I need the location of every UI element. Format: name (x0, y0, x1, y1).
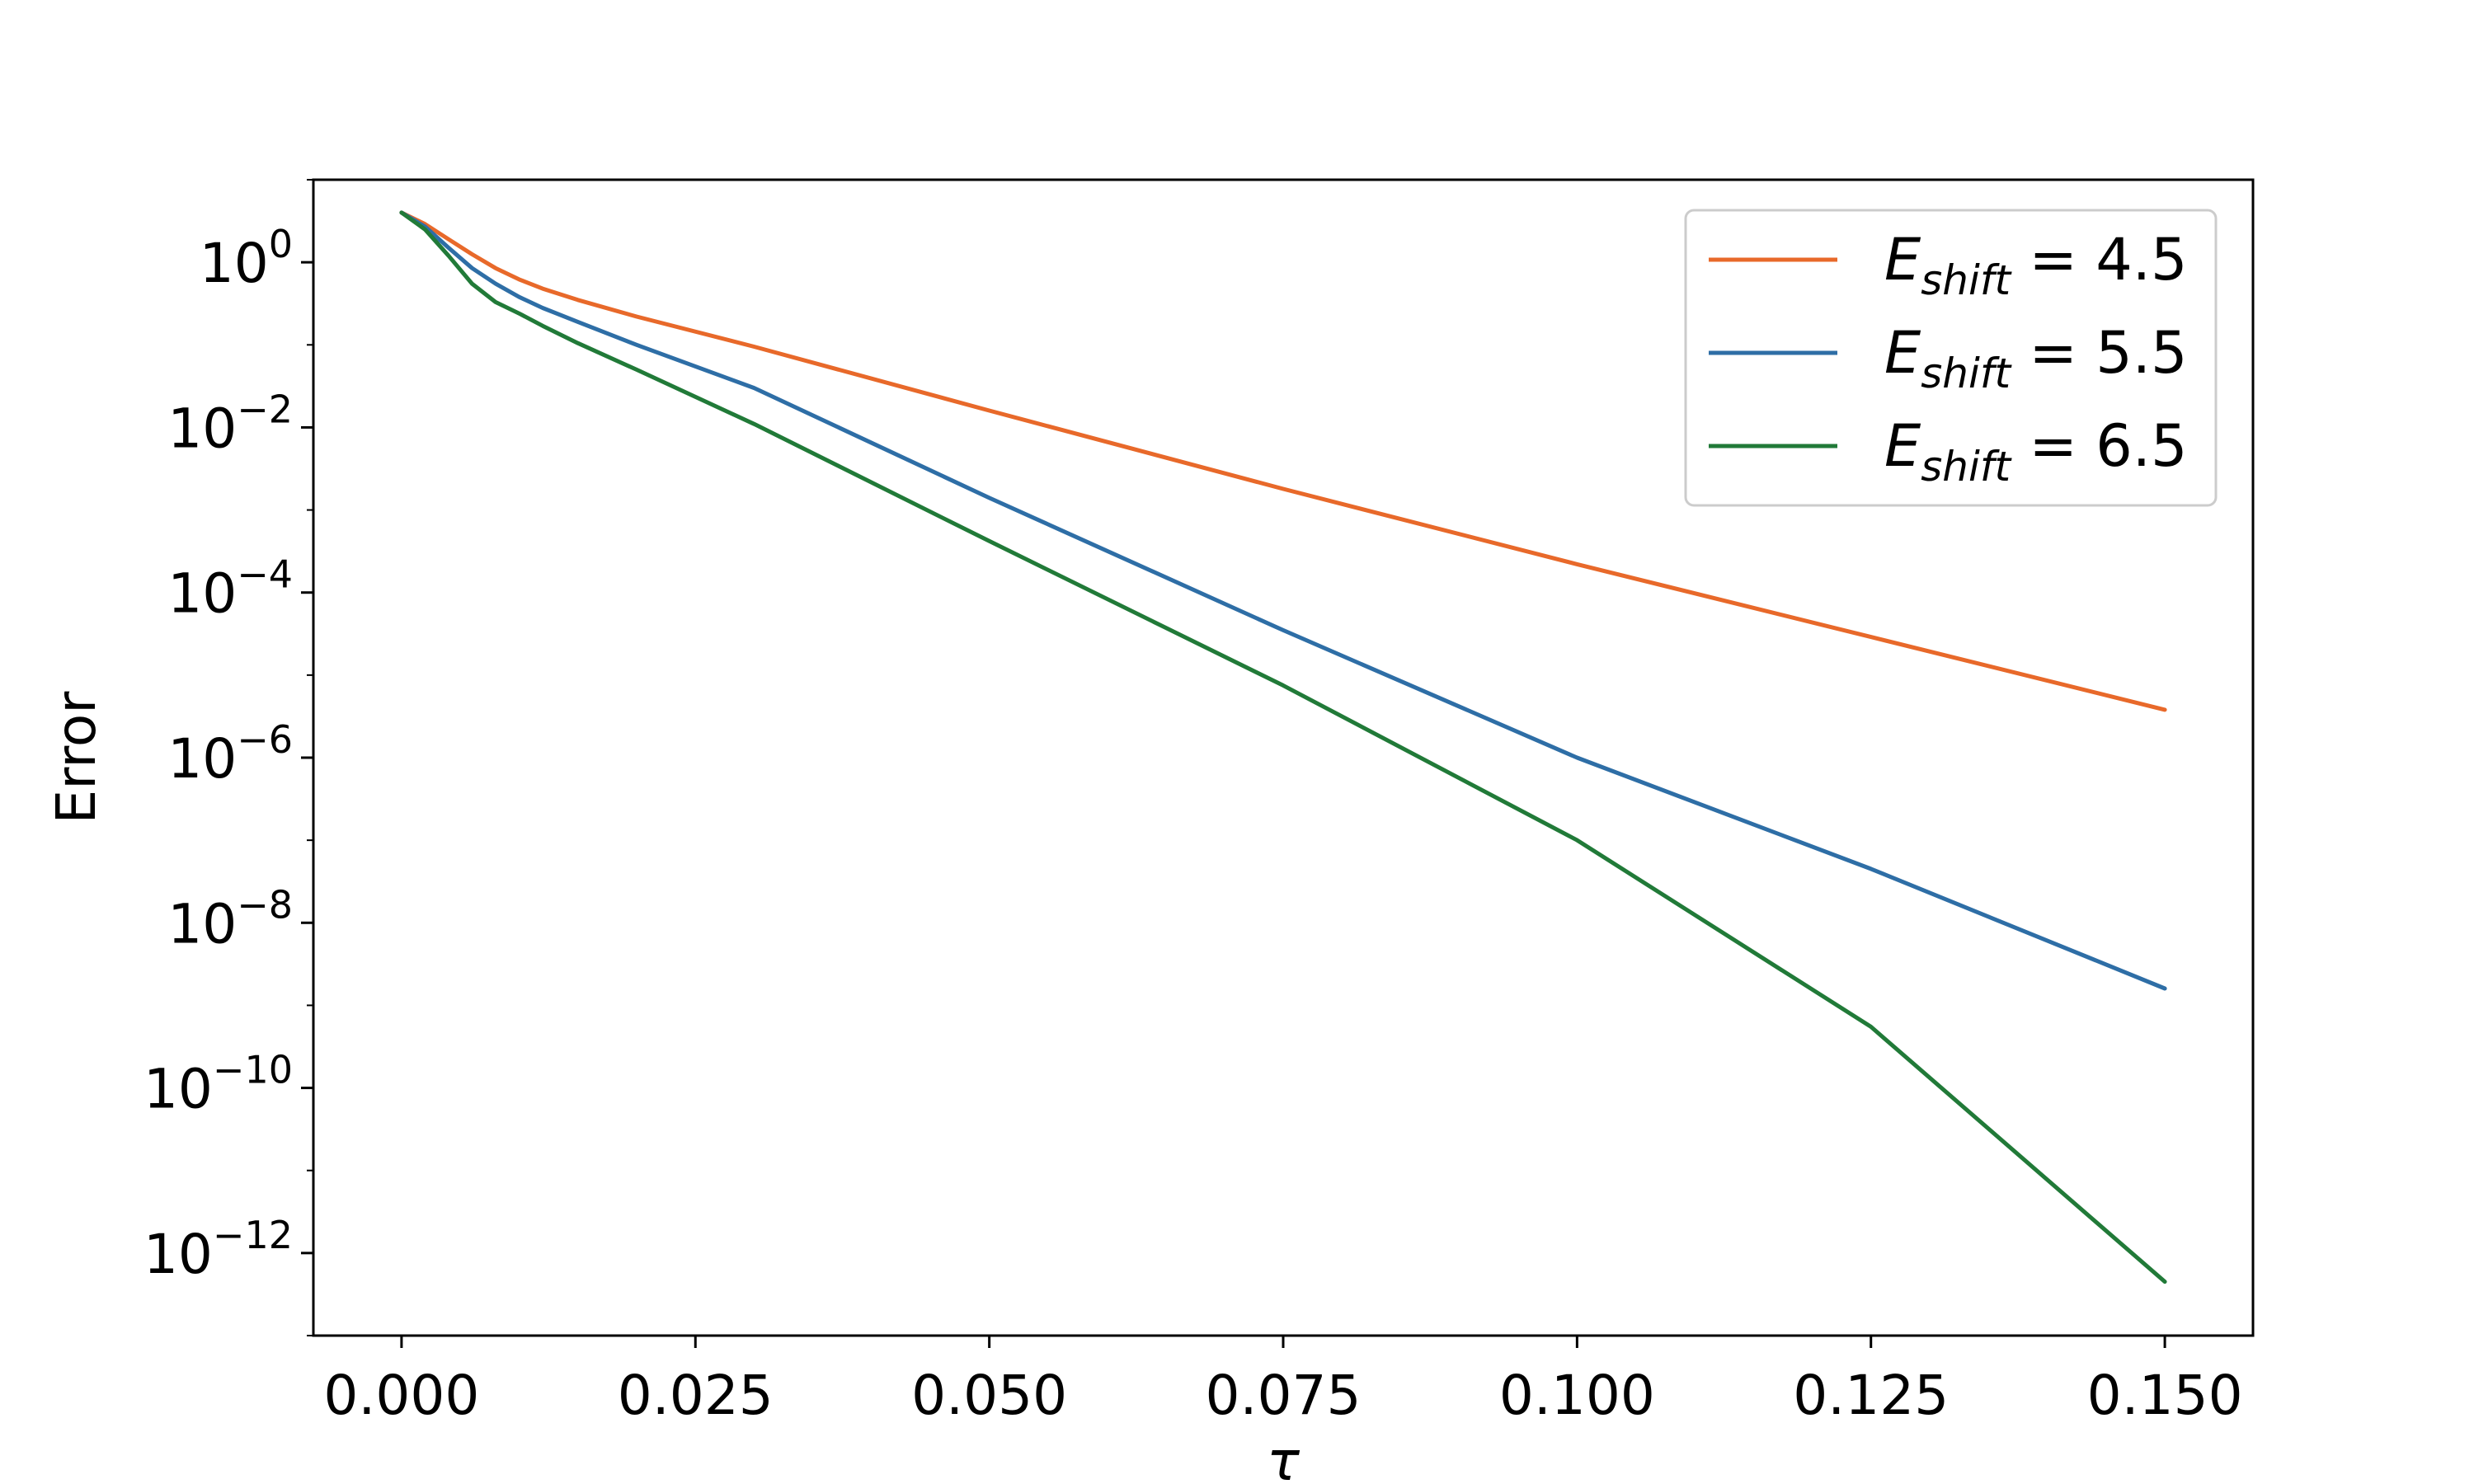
y-tick-base: 10 (143, 1223, 213, 1286)
series-line-2 (399, 210, 2167, 991)
x-tick-label: 0.100 (1499, 1364, 1655, 1427)
legend-value: = 6.5 (2011, 412, 2187, 480)
y-tick-label: 10−12 (143, 1213, 293, 1286)
legend-symbol: E (1884, 226, 1921, 294)
x-tick-label: 0.075 (1206, 1364, 1362, 1427)
y-tick-base: 10 (200, 232, 269, 295)
y-tick-exponent: −10 (213, 1048, 293, 1092)
legend-label-1: Eshift = 4.5 (1884, 226, 2188, 304)
y-tick-label: 100 (200, 222, 293, 295)
x-tick-label: 0.025 (618, 1364, 774, 1427)
y-tick-label: 10−2 (167, 387, 293, 460)
series-line-3 (399, 210, 2167, 1284)
y-tick-exponent: −12 (213, 1213, 293, 1257)
y-tick-label: 10−4 (167, 552, 293, 626)
y-tick-base: 10 (143, 1058, 213, 1121)
plot-series (399, 210, 2167, 1284)
y-tick-exponent: −4 (237, 552, 293, 597)
y-tick-base: 10 (167, 562, 237, 626)
legend-label-3: Eshift = 6.5 (1884, 412, 2188, 491)
legend-symbol: E (1884, 319, 1921, 387)
series-line-1 (399, 210, 2167, 712)
y-tick-exponent: −8 (237, 882, 293, 927)
legend-subscript: shift (1921, 443, 2012, 491)
y-tick-exponent: 0 (269, 222, 293, 266)
y-tick-exponent: −6 (237, 717, 293, 762)
x-tick-label: 0.000 (323, 1364, 479, 1427)
y-tick-label: 10−6 (167, 717, 293, 791)
y-tick-label: 10−10 (143, 1048, 293, 1121)
x-axis: 0.000 0.025 0.050 0.075 0.100 0.125 0.150 (323, 1336, 2243, 1427)
y-tick-base: 10 (167, 892, 237, 956)
x-tick-label: 0.150 (2087, 1364, 2243, 1427)
y-axis-label: Error (45, 691, 108, 824)
legend-label-2: Eshift = 5.5 (1884, 319, 2188, 397)
y-tick-base: 10 (167, 397, 237, 460)
y-tick-base: 10 (167, 727, 237, 791)
legend-subscript: shift (1921, 350, 2012, 397)
x-axis-label: τ (1267, 1430, 1300, 1484)
legend-symbol: E (1884, 412, 1921, 480)
legend-value: = 5.5 (2011, 319, 2187, 387)
x-tick-label: 0.050 (911, 1364, 1067, 1427)
legend-box (1684, 209, 2218, 507)
legend-subscript: shift (1921, 256, 2012, 304)
x-tick-label: 0.125 (1793, 1364, 1949, 1427)
y-tick-label: 10−8 (167, 882, 293, 956)
y-tick-exponent: −2 (237, 387, 293, 431)
legend-value: = 4.5 (2011, 226, 2187, 294)
